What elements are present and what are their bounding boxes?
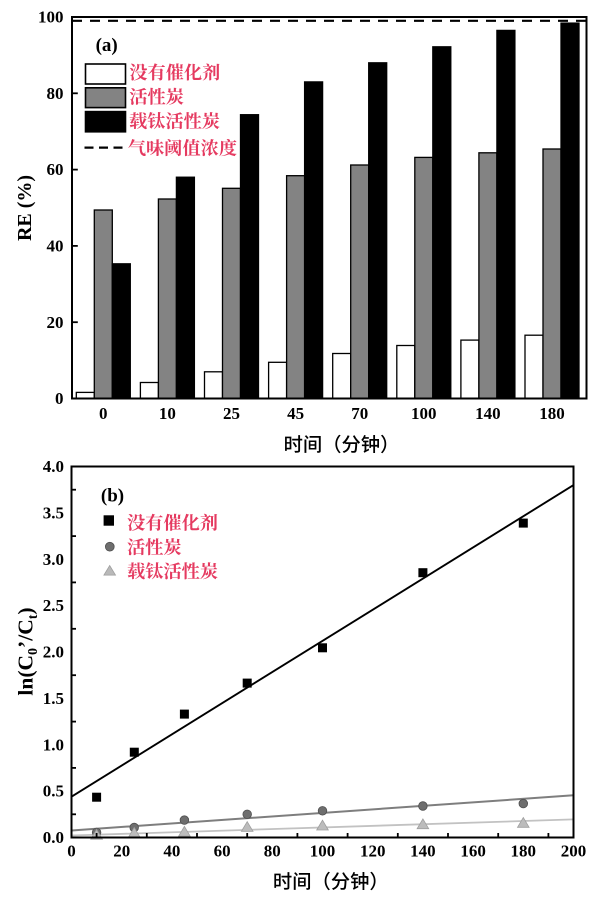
svg-text:40: 40 [163,842,180,861]
svg-text:3.5: 3.5 [43,504,64,523]
svg-text:100: 100 [411,404,437,423]
svg-text:0.5: 0.5 [43,782,64,801]
svg-text:0.0: 0.0 [43,828,64,847]
svg-text:25: 25 [223,404,240,423]
svg-text:20: 20 [47,313,64,332]
svg-text:1.0: 1.0 [43,735,64,754]
svg-text:120: 120 [360,842,386,861]
svg-text:100: 100 [310,842,336,861]
svg-text:0: 0 [99,404,108,423]
svg-text:20: 20 [113,842,130,861]
svg-text:70: 70 [351,404,368,423]
svg-text:3.0: 3.0 [43,550,64,569]
svg-text:40: 40 [47,237,64,256]
svg-text:160: 160 [460,842,486,861]
svg-text:80: 80 [264,842,281,861]
svg-text:80: 80 [47,84,64,103]
svg-text:2.5: 2.5 [43,596,64,615]
svg-text:60: 60 [214,842,231,861]
svg-text:2.0: 2.0 [43,643,64,662]
svg-text:180: 180 [511,842,537,861]
svg-text:ln(C0’/Ct): ln(C0’/Ct) [14,607,42,695]
svg-text:60: 60 [47,160,64,179]
svg-text:0: 0 [67,842,76,861]
svg-text:(a): (a) [96,35,118,56]
svg-text:140: 140 [410,842,436,861]
svg-text:200: 200 [561,842,587,861]
svg-text:45: 45 [287,404,304,423]
svg-text:0: 0 [55,389,64,408]
svg-text:180: 180 [539,404,565,423]
svg-text:10: 10 [159,404,176,423]
svg-text:140: 140 [475,404,501,423]
svg-text:RE (%): RE (%) [14,175,36,241]
svg-text:4.0: 4.0 [43,457,64,476]
svg-text:100: 100 [38,8,64,27]
svg-text:1.5: 1.5 [43,689,64,708]
svg-text:(b): (b) [101,486,124,507]
